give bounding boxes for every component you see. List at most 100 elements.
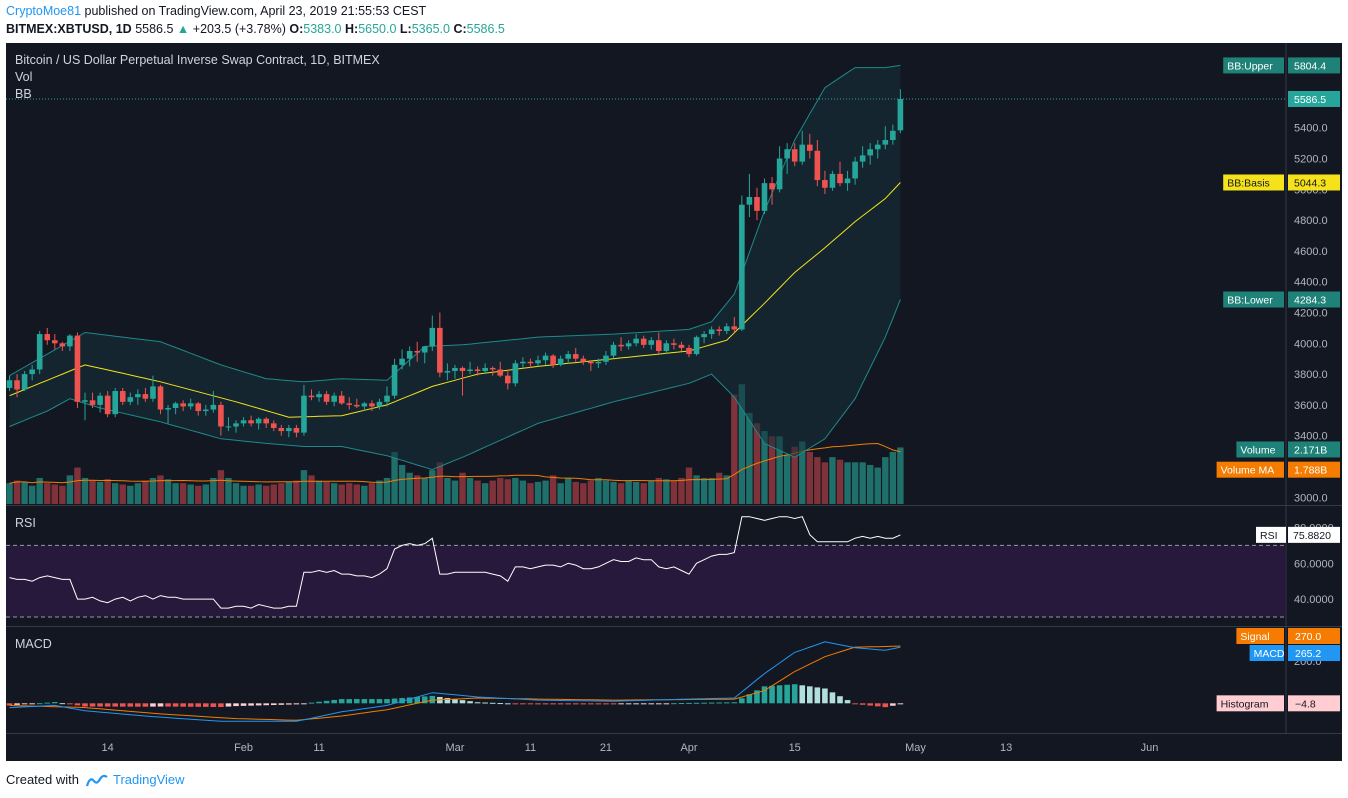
volume-bar [595,477,602,504]
macd-histogram-bar [210,703,217,707]
volume-bar [436,462,444,504]
publish-header: CryptoMoe81 published on TradingView.com… [6,4,426,18]
candle-body [610,344,617,356]
indicator-label-bb: BB [15,87,32,101]
volume-bar [414,475,421,504]
rsi-name: RSI [1260,530,1278,542]
volume-bar [663,479,670,504]
volume-bar [549,475,557,504]
candle-body [406,351,413,359]
macd-histogram-bar [452,699,458,704]
macd-histogram-bar [97,703,103,707]
volume-bar [829,457,836,504]
volume-bar [240,485,247,504]
candle-body [497,369,504,376]
macd-histogram-bar [874,703,881,707]
volume-bar [300,470,308,504]
author-link[interactable]: CryptoMoe81 [6,4,82,18]
volume-label-value: 2.171B [1294,444,1327,456]
bb-lower-label-tag: BB:Lower 4284.3 [1223,291,1340,308]
macd-histogram-bar [867,703,873,706]
volume-bar [89,480,96,504]
macd-histogram-bar [301,703,307,705]
macd-histogram-bar [286,703,292,705]
candle-body [104,395,111,415]
macd-signal-tag-value-bg [1288,628,1340,644]
volume-bar [96,481,104,504]
candle-body [535,360,541,364]
volume-ma-label-value: 1.788B [1294,465,1327,477]
macd-histogram-bar [663,703,670,705]
bb-fill [9,65,901,470]
time-tick-label: May [905,742,926,754]
volume-bar [527,483,534,504]
candle-body [482,367,488,372]
macd-value-tag-name: MACD [1254,648,1285,660]
candle-body [270,423,277,428]
volume-bar [398,464,406,504]
candle-body [588,361,594,364]
candle-body [882,140,889,145]
volume-bar [791,446,798,504]
macd-histogram-bar [195,703,202,707]
time-tick-label: 11 [525,742,536,754]
volume-bar [368,483,376,504]
macd-histogram-tag-name: Histogram [1221,698,1269,710]
macd-histogram-bar [588,703,594,705]
macd-histogram-bar [399,698,405,704]
chart-area[interactable]: 3000.03200.03400.03600.03800.04000.04200… [6,43,1342,761]
candle-body [44,334,51,341]
volume-bar [217,470,225,504]
open-label: O: [289,22,304,36]
candle-body [6,380,13,388]
volume-bar [716,472,723,504]
candle-body [429,327,436,347]
rsi-band-fill [6,545,1286,618]
candle-body [807,144,813,151]
macd-histogram-bar [172,703,179,707]
volume-label-name: Volume [1240,444,1275,456]
candle-body [278,428,285,432]
macd-histogram-bar [119,703,126,707]
volume-bar [112,483,119,504]
chart-title: Bitcoin / US Dollar Perpetual Inverse Sw… [15,53,380,67]
volume-bar [119,484,126,504]
candle-body [678,344,685,348]
candle-body [799,144,806,162]
macd-histogram-bar [489,702,496,704]
volume-bar [466,477,474,504]
macd-histogram-bar [520,703,526,705]
macd-histogram-bar [293,703,300,705]
candle-body [21,374,28,390]
macd-histogram-bar [82,703,88,707]
candle-body [739,204,745,330]
price-tick-label: 3000.0 [1294,492,1328,504]
volume-bar [851,462,859,504]
symbol-header: BITMEX:XBTUSD, 1D 5586.5 ▲ +203.5 (+3.78… [6,22,505,36]
volume-bar [519,480,527,504]
macd-histogram-bar [240,703,247,706]
volume-bar [202,484,209,504]
macd-histogram-bar [255,703,262,706]
bb-upper-label-tag: BB:Upper 5804.4 [1223,57,1340,74]
macd-histogram-bar [391,698,398,704]
volume-ma-label-tag: Volume MA 1.788B [1216,461,1340,478]
macd-histogram-bar [278,703,285,705]
candle-body [829,173,836,188]
chart-canvas[interactable]: 3000.03200.03400.03600.03800.04000.04200… [6,43,1342,761]
volume-bar [610,481,617,504]
macd-histogram-bar [180,703,186,707]
bb-basis-line [9,182,901,418]
volume-bar [51,484,58,504]
tradingview-link[interactable]: TradingView [113,772,185,787]
volume-bar [164,479,172,504]
candle-body [218,404,224,427]
volume-bar [761,431,768,504]
volume-bar [565,477,572,504]
candle-body [127,397,134,402]
volume-bar [534,481,542,504]
volume-bar [572,481,579,504]
candle-body [59,343,66,347]
candle-body [421,346,428,353]
candle-body [52,340,58,344]
